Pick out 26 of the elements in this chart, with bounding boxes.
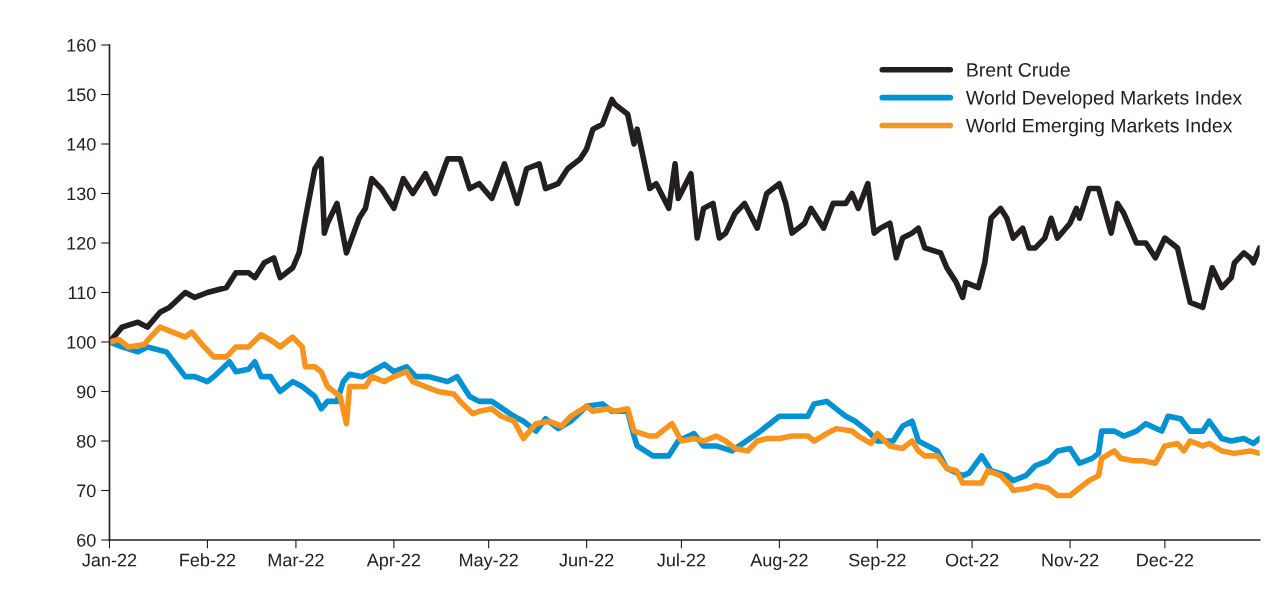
y-tick-label: 80 <box>76 434 96 448</box>
y-tick-label: 110 <box>68 286 96 300</box>
x-tick-label: Mar-22 <box>268 553 324 567</box>
y-tick-label: 120 <box>67 236 96 250</box>
y-tick-label: 60 <box>77 533 96 547</box>
x-tick-label: Sep-22 <box>849 553 906 571</box>
y-tick-label: 160 <box>67 38 96 52</box>
x-tick-label: May-22 <box>460 553 518 571</box>
x-tick-label: Jul-22 <box>657 553 706 567</box>
x-tick-label: Jun-22 <box>559 553 614 567</box>
x-tick-label: Feb-22 <box>180 553 236 567</box>
legend-label: World Emerging Markets Index <box>965 118 1233 137</box>
y-tick-label: 140 <box>67 137 96 151</box>
y-tick-label: 90 <box>77 385 96 399</box>
y-tick-label: 130 <box>67 187 96 201</box>
x-tick-label: Apr-22 <box>366 553 421 571</box>
x-tick-label: Aug-22 <box>750 553 808 571</box>
x-tick-label: Dec-22 <box>1137 553 1194 567</box>
legend-label: Brent Crude <box>967 62 1070 77</box>
x-tick-label: Oct-22 <box>945 553 999 567</box>
y-tick-label: 100 <box>67 335 96 349</box>
y-tick-label: 70 <box>77 484 96 498</box>
x-tick-label: Jan-22 <box>82 553 137 567</box>
legend-label: World Developed Markets Index <box>965 90 1242 109</box>
x-tick-label: Nov-22 <box>1042 553 1099 567</box>
y-tick-label: 150 <box>67 88 96 102</box>
